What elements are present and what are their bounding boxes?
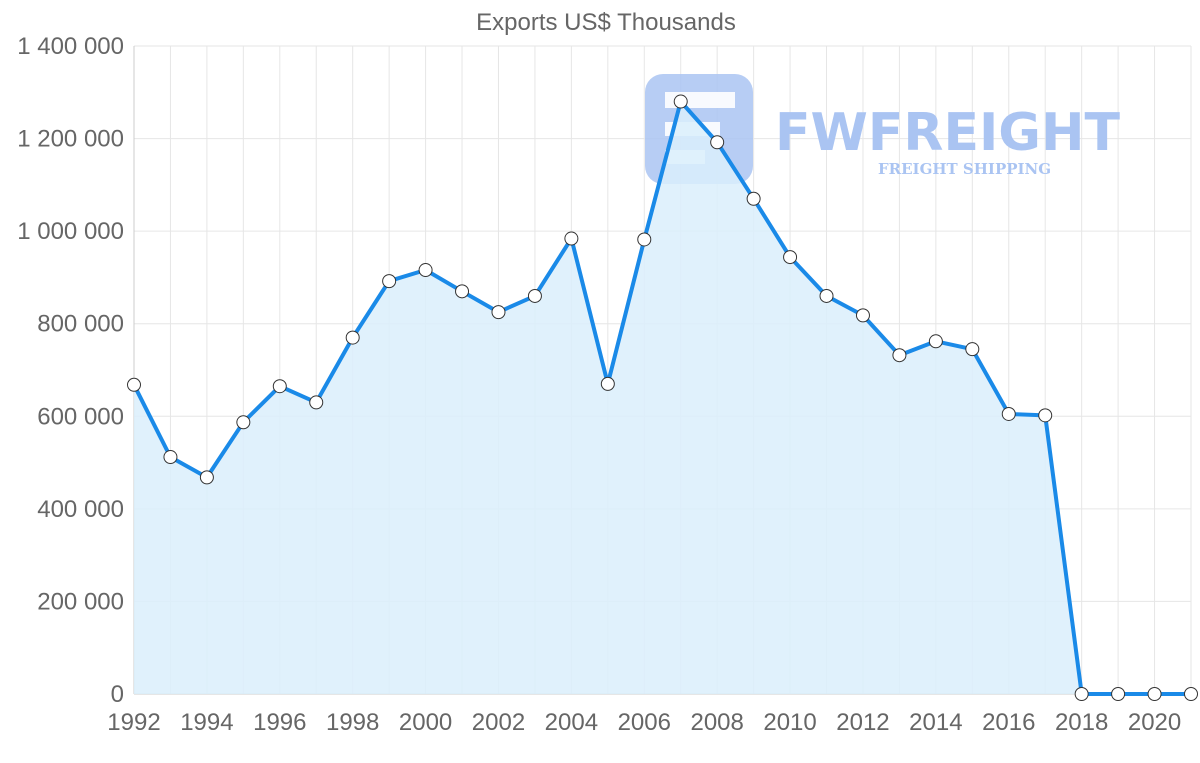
x-tick-label: 2012: [836, 709, 889, 736]
y-tick-label: 1 400 000: [17, 33, 124, 60]
x-tick-label: 2000: [399, 709, 452, 736]
data-point-2001[interactable]: [455, 284, 470, 299]
data-point-2006[interactable]: [637, 232, 652, 247]
data-point-1999[interactable]: [382, 274, 397, 289]
data-point-2009[interactable]: [746, 191, 761, 206]
data-point-2020[interactable]: [1147, 687, 1162, 701]
x-tick-label: 2010: [763, 709, 816, 736]
data-point-2004[interactable]: [564, 231, 579, 246]
data-point-2002[interactable]: [491, 305, 506, 320]
data-point-1992[interactable]: [127, 377, 141, 392]
x-tick-label: 2002: [472, 709, 525, 736]
data-point-2010[interactable]: [783, 250, 798, 265]
y-tick-label: 1 000 000: [17, 218, 124, 245]
data-point-2012[interactable]: [855, 308, 870, 323]
x-tick-label: 1992: [107, 709, 160, 736]
y-tick-label: 800 000: [37, 311, 124, 338]
y-tick-label: 1 200 000: [17, 126, 124, 153]
x-tick-label: 2006: [618, 709, 671, 736]
y-tick-label: 600 000: [37, 403, 124, 430]
x-tick-label: 1998: [326, 709, 379, 736]
data-point-2011[interactable]: [819, 288, 834, 303]
data-point-1998[interactable]: [345, 330, 360, 345]
x-tick-label: 2008: [690, 709, 743, 736]
x-tick-label: 2016: [982, 709, 1035, 736]
data-point-2017[interactable]: [1038, 408, 1053, 423]
data-point-2008[interactable]: [710, 135, 725, 150]
chart-title: Exports US$ Thousands: [476, 9, 736, 36]
x-tick-label: 1996: [253, 709, 306, 736]
data-point-2000[interactable]: [418, 263, 433, 278]
watermark-tagline: FREIGHT SHIPPING: [878, 160, 1051, 178]
area-fill: [134, 101, 1191, 694]
data-point-2013[interactable]: [892, 348, 907, 363]
x-tick-label: 2018: [1055, 709, 1108, 736]
data-point-2005[interactable]: [600, 376, 615, 391]
data-point-2018[interactable]: [1074, 687, 1089, 701]
series-area: [134, 101, 1191, 694]
data-point-1994[interactable]: [199, 470, 214, 485]
data-point-2016[interactable]: [1001, 406, 1016, 421]
y-tick-label: 200 000: [37, 588, 124, 615]
data-point-2021[interactable]: [1184, 687, 1198, 701]
data-point-2003[interactable]: [527, 288, 542, 303]
x-axis-ticks: 1992 1994 1996 1998 2000 2002 2004 2006 2008 2010…: [107, 709, 1181, 736]
data-point-2019[interactable]: [1111, 687, 1126, 701]
data-point-1995[interactable]: [236, 415, 251, 430]
data-point-2014[interactable]: [928, 334, 943, 349]
y-axis-ticks: 0 200 000 400 000 600 000 800 000 1 000 000 1 …: [17, 33, 124, 708]
data-point-2015[interactable]: [965, 342, 980, 357]
data-point-1996[interactable]: [272, 379, 287, 394]
x-tick-label: 2020: [1128, 709, 1181, 736]
x-tick-label: 2014: [909, 709, 962, 736]
data-points: [127, 94, 1198, 701]
watermark-brand: FWFREIGHT: [775, 103, 1121, 163]
x-tick-label: 1994: [180, 709, 233, 736]
y-tick-label: 400 000: [37, 496, 124, 523]
y-tick-label: 0: [111, 681, 124, 708]
x-tick-label: 2004: [545, 709, 598, 736]
data-point-1997[interactable]: [309, 395, 324, 410]
data-point-2007[interactable]: [673, 94, 688, 109]
data-point-1993[interactable]: [163, 450, 178, 465]
